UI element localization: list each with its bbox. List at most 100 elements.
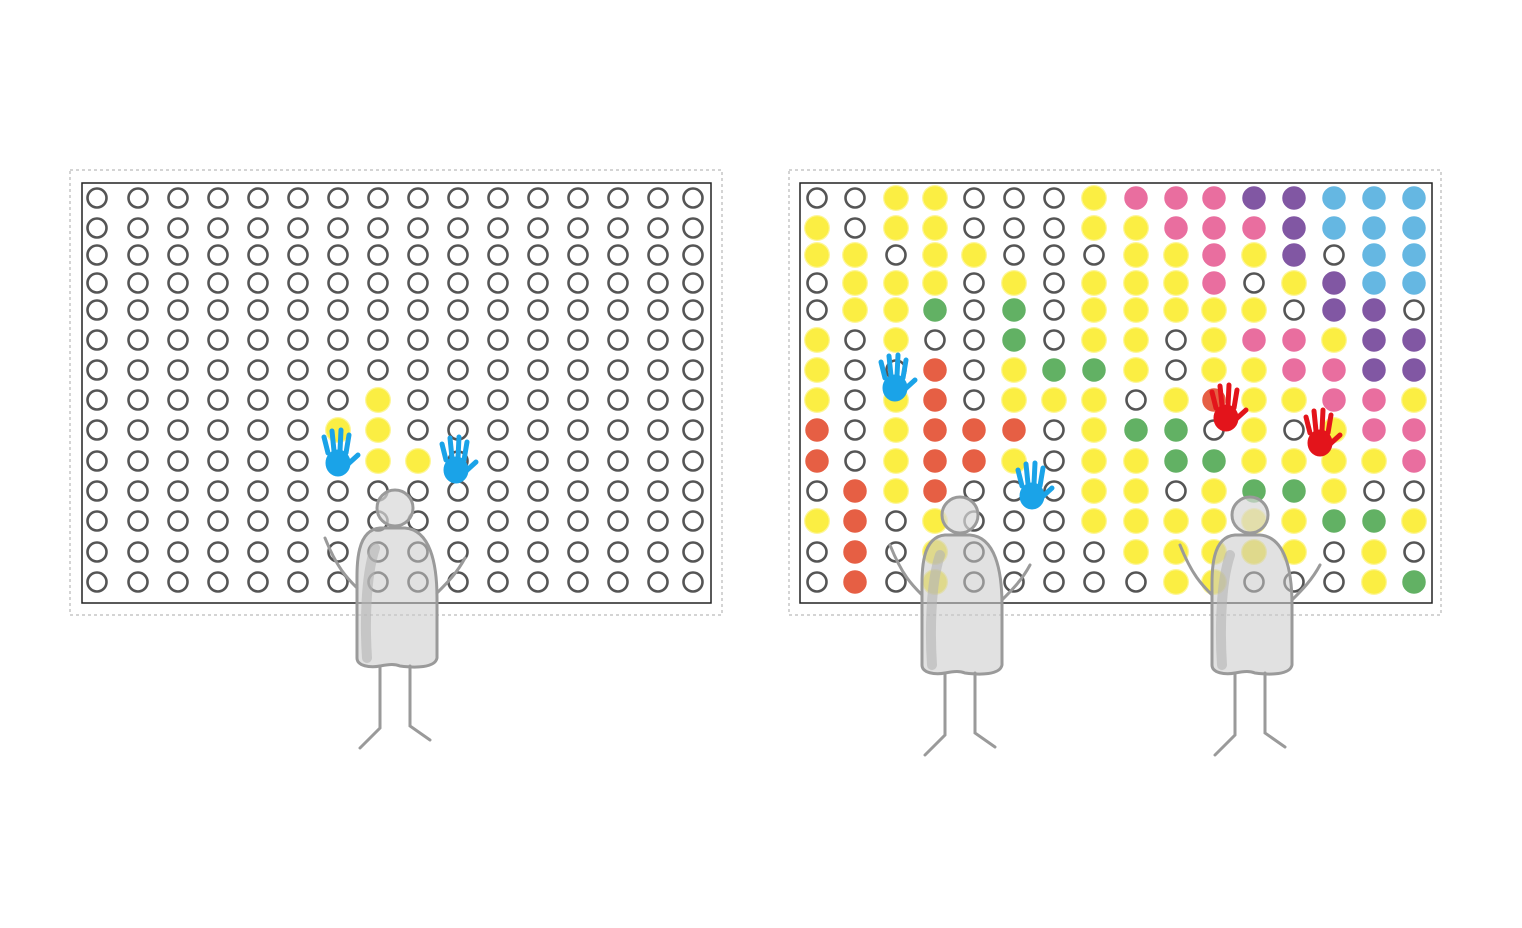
hand-finger	[1325, 412, 1334, 436]
empty-dot	[527, 450, 549, 472]
filled-dot	[1042, 388, 1066, 412]
person-head	[375, 488, 415, 528]
empty-dot	[647, 510, 669, 532]
empty-dot	[487, 571, 509, 593]
hand-finger	[1303, 414, 1313, 436]
filled-dot	[1124, 243, 1148, 267]
filled-dot	[1042, 358, 1066, 382]
empty-dot	[247, 187, 269, 209]
person-leg	[973, 671, 997, 749]
empty-dot	[127, 419, 149, 441]
empty-dot	[327, 272, 349, 294]
empty-dot	[1283, 299, 1305, 321]
filled-dot	[884, 418, 908, 442]
person-arm	[1290, 563, 1322, 602]
empty-dot	[447, 299, 469, 321]
filled-dot	[1202, 216, 1226, 240]
empty-dot	[647, 244, 669, 266]
person-shade	[360, 543, 380, 663]
empty-dot	[1083, 244, 1105, 266]
person-shade	[925, 550, 945, 670]
filled-dot	[1282, 479, 1306, 503]
filled-dot	[1002, 298, 1026, 322]
empty-dot	[327, 299, 349, 321]
filled-dot	[923, 216, 947, 240]
empty-dot	[487, 329, 509, 351]
empty-dot	[607, 510, 629, 532]
filled-dot	[1164, 570, 1188, 594]
filled-dot	[843, 540, 867, 564]
filled-dot	[1124, 271, 1148, 295]
filled-dot	[1322, 271, 1346, 295]
filled-dot	[1002, 388, 1026, 412]
empty-dot	[207, 329, 229, 351]
filled-dot	[1202, 449, 1226, 473]
filled-dot	[366, 418, 390, 442]
panel-frame	[788, 169, 1442, 616]
filled-dot	[1002, 418, 1026, 442]
empty-dot	[207, 389, 229, 411]
empty-dot	[1363, 480, 1385, 502]
empty-dot	[844, 187, 866, 209]
empty-dot	[527, 571, 549, 593]
empty-dot	[1323, 244, 1345, 266]
empty-dot	[963, 272, 985, 294]
empty-dot	[86, 359, 108, 381]
empty-dot	[207, 450, 229, 472]
filled-dot	[1082, 216, 1106, 240]
empty-dot	[963, 217, 985, 239]
filled-dot	[1362, 328, 1386, 352]
empty-dot	[447, 272, 469, 294]
filled-dot	[1164, 388, 1188, 412]
filled-dot	[923, 449, 947, 473]
filled-dot	[1322, 388, 1346, 412]
empty-dot	[567, 187, 589, 209]
empty-dot	[207, 359, 229, 381]
empty-dot	[207, 187, 229, 209]
empty-dot	[127, 541, 149, 563]
empty-dot	[287, 272, 309, 294]
empty-dot	[327, 541, 349, 563]
empty-dot	[1083, 541, 1105, 563]
empty-dot	[567, 541, 589, 563]
filled-dot	[1082, 479, 1106, 503]
empty-dot	[1003, 510, 1025, 532]
filled-dot	[1164, 243, 1188, 267]
hand-icon	[1015, 460, 1055, 510]
empty-dot	[1003, 541, 1025, 563]
filled-dot	[1242, 328, 1266, 352]
empty-dot	[647, 272, 669, 294]
filled-dot	[1282, 388, 1306, 412]
empty-dot	[647, 389, 669, 411]
empty-dot	[247, 450, 269, 472]
filled-dot	[1082, 418, 1106, 442]
person-arm	[323, 536, 359, 590]
empty-dot	[607, 419, 629, 441]
hand-finger	[461, 439, 470, 463]
filled-dot	[1242, 358, 1266, 382]
empty-dot	[127, 480, 149, 502]
filled-dot	[1402, 388, 1426, 412]
empty-dot	[682, 244, 704, 266]
empty-dot	[447, 359, 469, 381]
empty-dot	[327, 389, 349, 411]
filled-dot	[1082, 328, 1106, 352]
empty-dot	[207, 272, 229, 294]
filled-dot	[1202, 358, 1226, 382]
empty-dot	[682, 419, 704, 441]
empty-dot	[207, 510, 229, 532]
person-body	[1210, 533, 1294, 676]
empty-dot	[682, 359, 704, 381]
filled-dot	[1402, 418, 1426, 442]
empty-dot	[86, 419, 108, 441]
filled-dot	[1362, 358, 1386, 382]
filled-dot	[923, 418, 947, 442]
empty-dot	[682, 272, 704, 294]
empty-dot	[287, 510, 309, 532]
hand-icon	[1303, 407, 1343, 457]
filled-dot	[1242, 388, 1266, 412]
filled-dot	[1402, 243, 1426, 267]
filled-dot	[1242, 243, 1266, 267]
filled-dot	[1202, 328, 1226, 352]
hand-finger	[1209, 389, 1219, 411]
